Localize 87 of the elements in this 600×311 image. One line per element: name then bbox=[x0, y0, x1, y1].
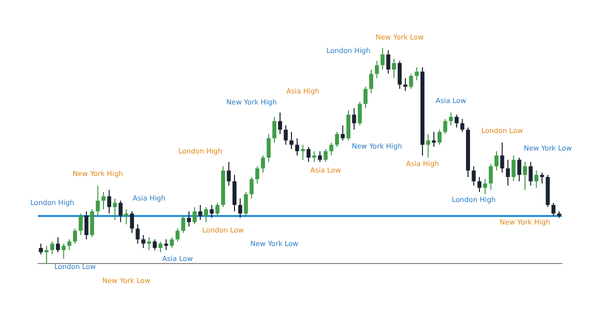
candlestick bbox=[352, 108, 356, 130]
candlestick bbox=[164, 238, 168, 251]
candlestick bbox=[226, 161, 231, 186]
candlestick bbox=[186, 210, 191, 227]
candlestick bbox=[198, 204, 202, 220]
candlestick bbox=[374, 60, 379, 79]
candlestick bbox=[472, 166, 476, 186]
candlestick bbox=[124, 208, 128, 225]
candlestick bbox=[540, 172, 544, 184]
candlestick bbox=[426, 134, 430, 158]
candlestick bbox=[62, 243, 66, 260]
candlestick bbox=[284, 124, 288, 146]
candlestick bbox=[369, 69, 374, 94]
candlestick bbox=[398, 60, 402, 90]
candlestick bbox=[210, 204, 214, 218]
candlestick bbox=[152, 238, 157, 251]
candlestick bbox=[528, 161, 533, 186]
candlestick bbox=[56, 236, 60, 253]
candlestick bbox=[318, 150, 322, 162]
candlestick bbox=[358, 101, 362, 126]
candlestick bbox=[272, 116, 276, 144]
candlestick bbox=[192, 206, 197, 225]
candlestick bbox=[340, 124, 345, 141]
candlestick bbox=[346, 110, 350, 141]
candlestick bbox=[380, 48, 385, 70]
candlestick bbox=[204, 206, 208, 223]
candlestick bbox=[44, 245, 49, 264]
candlestick bbox=[170, 236, 174, 248]
candlestick bbox=[107, 189, 112, 214]
candlestick bbox=[329, 142, 334, 156]
candlestick bbox=[494, 150, 498, 172]
candlestick bbox=[90, 208, 94, 238]
candlestick bbox=[238, 198, 242, 218]
candlestick bbox=[147, 236, 152, 251]
candlestick bbox=[278, 112, 282, 134]
candlestick bbox=[512, 155, 516, 182]
candlestick bbox=[460, 118, 464, 132]
candlestick bbox=[50, 241, 54, 255]
candlestick bbox=[73, 228, 78, 244]
candlestick bbox=[306, 146, 311, 162]
candlestick bbox=[312, 150, 316, 162]
candlestick bbox=[335, 131, 340, 148]
candlestick bbox=[176, 228, 180, 242]
candlestick bbox=[295, 138, 300, 156]
candlestick bbox=[403, 78, 408, 92]
candlestick bbox=[118, 200, 123, 223]
candlestick bbox=[158, 241, 162, 253]
candlestick bbox=[215, 202, 220, 216]
candlestick bbox=[38, 243, 43, 255]
candlestick bbox=[141, 234, 146, 248]
candlestick bbox=[551, 202, 556, 216]
candlestick bbox=[232, 174, 236, 212]
candlestick bbox=[300, 144, 305, 160]
candlestick bbox=[324, 148, 328, 162]
candlestick bbox=[448, 112, 453, 126]
candlestick bbox=[409, 73, 414, 90]
candlestick bbox=[289, 131, 294, 150]
candlestick bbox=[364, 86, 368, 109]
candlestick bbox=[130, 210, 134, 234]
candlestick bbox=[488, 164, 493, 190]
candlestick bbox=[392, 58, 396, 79]
candlestick bbox=[96, 185, 100, 216]
candlestick bbox=[534, 170, 538, 188]
candlestick bbox=[386, 50, 390, 74]
candlestick bbox=[506, 159, 510, 186]
candlestick bbox=[78, 213, 83, 236]
candlestick bbox=[438, 129, 442, 146]
candlestick bbox=[250, 176, 254, 199]
candlestick bbox=[517, 157, 522, 182]
candlestick bbox=[181, 215, 186, 234]
candlestick bbox=[112, 198, 117, 220]
candlestick bbox=[260, 155, 265, 174]
candlestick bbox=[255, 166, 260, 184]
candlestick bbox=[102, 192, 106, 210]
candlestick bbox=[522, 161, 527, 190]
candlestick bbox=[432, 131, 436, 148]
candlestick bbox=[244, 192, 248, 216]
candlestick bbox=[483, 178, 488, 195]
candlestick bbox=[443, 118, 448, 134]
candlestick bbox=[67, 238, 72, 251]
candlestick bbox=[136, 224, 140, 244]
candlestick bbox=[454, 114, 459, 128]
candlestick bbox=[500, 142, 504, 174]
candlestick bbox=[266, 134, 271, 162]
candlestick bbox=[414, 66, 419, 81]
candlestick bbox=[84, 210, 88, 240]
candlestick bbox=[477, 176, 482, 193]
